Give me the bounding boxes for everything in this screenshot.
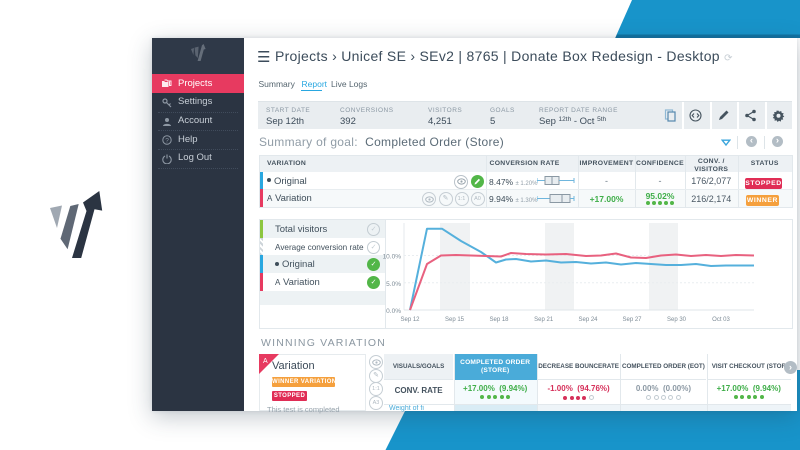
svg-text:Sep 18: Sep 18	[489, 317, 509, 323]
svg-text:Sep 30: Sep 30	[667, 317, 687, 323]
svg-text:5.0%: 5.0%	[386, 281, 401, 288]
svg-text:A: A	[263, 358, 268, 365]
svg-text:Sep 15: Sep 15	[445, 317, 465, 323]
svg-text:?: ?	[165, 137, 169, 144]
svg-text:Sep 24: Sep 24	[578, 317, 598, 323]
svg-text:Sep 27: Sep 27	[622, 317, 642, 323]
svg-text:0.0%: 0.0%	[386, 308, 401, 315]
svg-text:10.0%: 10.0%	[383, 254, 402, 261]
svg-text:Sep 21: Sep 21	[534, 317, 554, 323]
svg-text:Oct 03: Oct 03	[712, 317, 730, 323]
svg-text:Sep 12: Sep 12	[400, 317, 420, 323]
